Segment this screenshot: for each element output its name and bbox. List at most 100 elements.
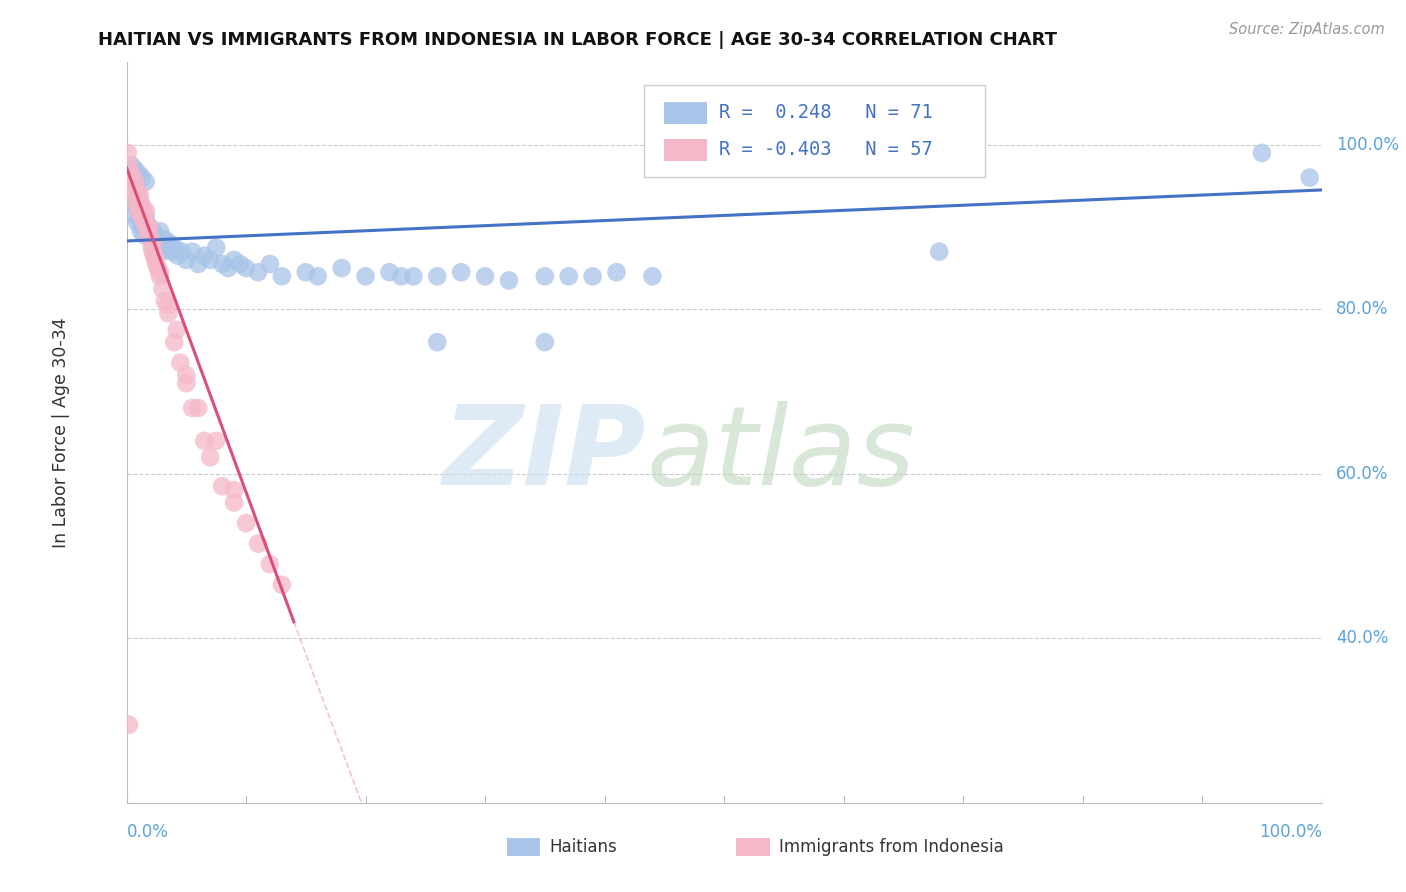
Point [149,224,172,238]
Text: 60.0%: 60.0% [1336,465,1388,483]
Point [124,162,146,177]
Point [247,537,270,551]
Point [120,187,142,202]
Text: In Labor Force | Age 30-34: In Labor Force | Age 30-34 [52,318,70,548]
Point [134,228,156,243]
Point [217,261,239,276]
Point [135,208,157,222]
Text: ZIP: ZIP [443,401,647,508]
Point [136,219,159,234]
Point [149,269,172,284]
Point [205,434,228,448]
Point [128,187,150,202]
Point [142,236,165,251]
Point [426,269,449,284]
Point [127,216,149,230]
Point [132,211,155,226]
Point [128,203,150,218]
Point [170,244,193,259]
Point [129,195,152,210]
Point [136,228,159,243]
Point [135,175,157,189]
Point [235,261,257,276]
Point [193,434,215,448]
Point [156,240,179,255]
Text: R = -0.403   N = 57: R = -0.403 N = 57 [720,140,934,160]
Point [138,219,160,234]
Point [125,195,148,210]
Text: 0.0%: 0.0% [127,823,169,841]
Point [135,216,157,230]
Point [125,191,148,205]
Point [135,203,157,218]
Point [145,257,167,271]
Point [391,269,413,284]
Point [259,558,281,572]
Point [134,208,156,222]
Point [136,224,159,238]
Point [118,178,141,193]
Text: Haitians: Haitians [550,838,617,856]
Point [402,269,425,284]
Point [181,244,204,259]
Point [124,178,146,193]
Point [166,323,188,337]
Point [159,236,181,251]
Point [121,183,143,197]
Point [127,166,149,180]
Point [174,252,197,267]
Point [127,211,149,226]
Point [124,199,146,213]
Point [235,516,257,530]
Text: 80.0%: 80.0% [1336,301,1388,318]
Point [127,203,149,218]
Text: 100.0%: 100.0% [1336,136,1399,153]
Point [120,195,142,210]
Point [605,265,627,279]
Point [163,240,186,255]
FancyBboxPatch shape [664,102,707,124]
Point [118,158,141,172]
Point [124,175,146,189]
Point [1250,145,1272,160]
Point [187,401,209,415]
Point [127,187,149,202]
Point [582,269,605,284]
Point [200,450,222,465]
Point [229,257,252,271]
Point [211,479,233,493]
Point [127,191,149,205]
Point [193,249,215,263]
Point [118,717,141,731]
Point [131,219,153,234]
Point [474,269,496,284]
Point [138,219,160,234]
Point [294,265,316,279]
Point [120,158,142,172]
Point [157,306,180,320]
Point [354,269,377,284]
Point [141,240,163,255]
Point [150,282,174,296]
Point [129,224,152,238]
Point [120,170,142,185]
Point [146,236,169,251]
Point [307,269,329,284]
Point [143,252,166,267]
Point [121,170,143,185]
Point [167,249,190,263]
Point [270,578,294,592]
Text: Source: ZipAtlas.com: Source: ZipAtlas.com [1229,22,1385,37]
Point [533,335,555,350]
Point [120,166,142,180]
Point [131,170,153,185]
Text: Immigrants from Indonesia: Immigrants from Indonesia [779,838,1004,856]
Point [157,298,180,312]
Point [142,244,165,259]
Point [122,208,145,222]
Point [153,232,176,246]
Point [222,252,246,267]
Point [174,376,197,391]
Point [163,335,186,350]
FancyBboxPatch shape [506,838,540,856]
